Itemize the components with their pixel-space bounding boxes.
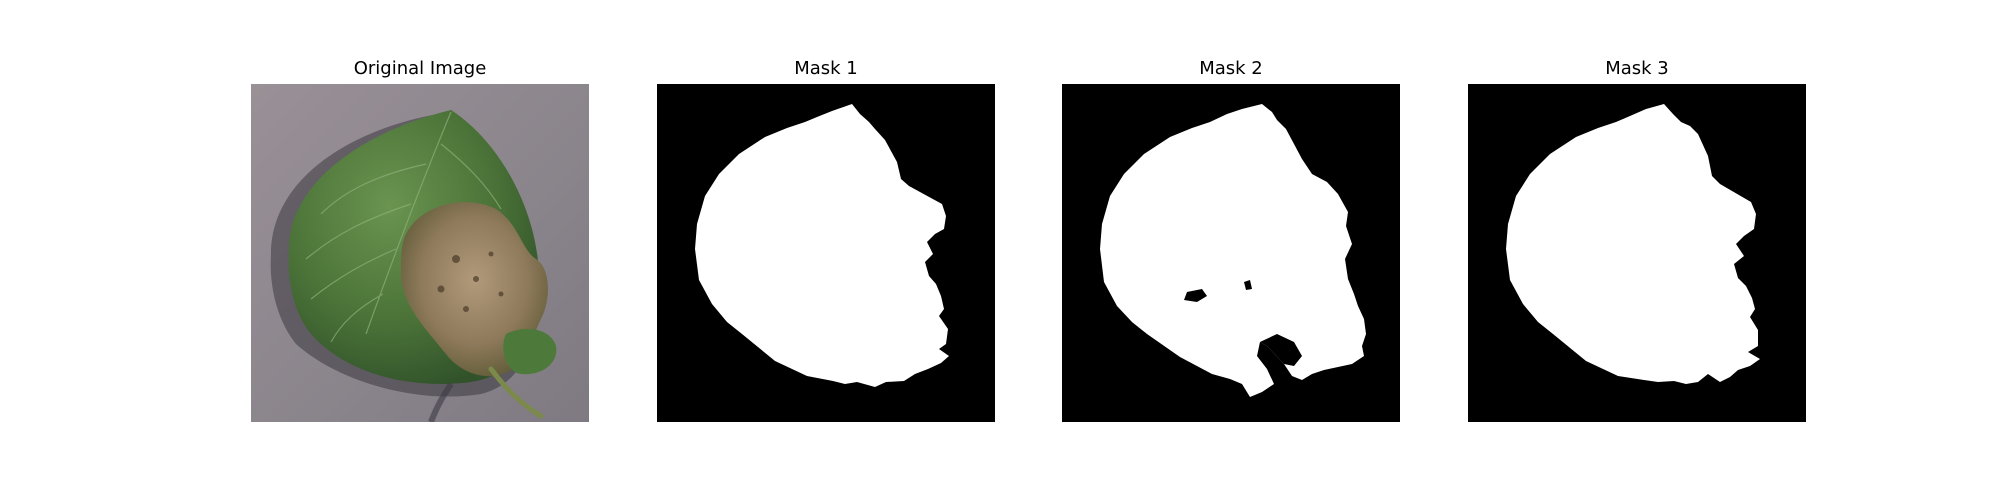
mask-1-title: Mask 1 — [794, 58, 858, 79]
mask-3-panel: Mask 3 — [1468, 0, 1806, 500]
leaf-photo — [251, 84, 589, 422]
mask-2-title: Mask 2 — [1199, 58, 1263, 79]
mask-1-region — [695, 104, 949, 387]
mask-1-image — [657, 84, 995, 422]
mask-3-region — [1506, 104, 1760, 384]
stem-shadow — [428, 382, 454, 422]
mask-1-panel: Mask 1 — [657, 0, 995, 500]
leaf-veins — [305, 111, 502, 343]
mask-2-hole-2 — [1244, 280, 1252, 290]
mask-3-image — [1468, 84, 1806, 422]
leaf-stem — [488, 366, 544, 419]
mask-3-title: Mask 3 — [1605, 58, 1669, 79]
original-image-panel: Original Image — [251, 0, 589, 500]
mask-2-image — [1062, 84, 1400, 422]
mask-2-notch — [1260, 334, 1302, 366]
lesion-spots — [437, 251, 504, 312]
lower-leaflet — [503, 328, 557, 375]
mask-2-region — [1100, 104, 1366, 397]
mask-2-hole-1 — [1184, 289, 1207, 302]
original-image-title: Original Image — [353, 58, 487, 79]
mask-2-panel: Mask 2 — [1062, 0, 1400, 500]
